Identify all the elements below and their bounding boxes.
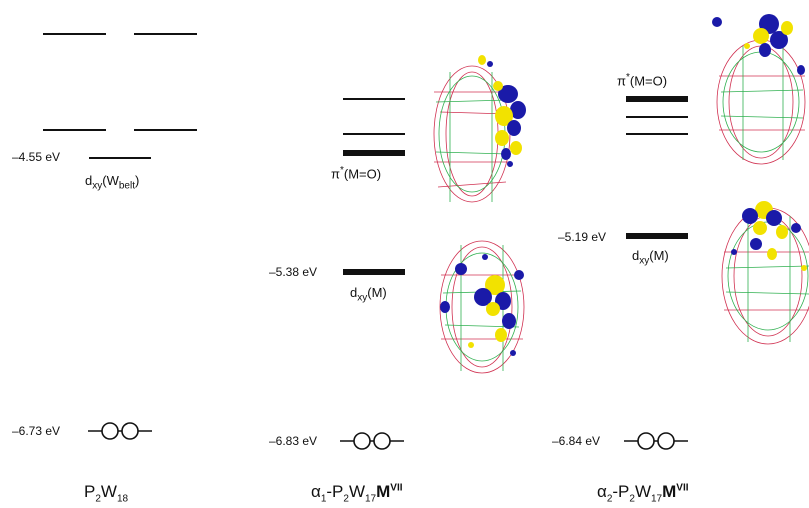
orbital-label-a2-dxy: dxy(M): [632, 248, 669, 267]
molecular-orbital-a1-dxy-image: [439, 240, 525, 374]
energy-level-mid-1b: [134, 129, 197, 131]
molecular-orbital-a1-pi-image: [433, 55, 526, 203]
molecular-orbital-a2-pi-image: [712, 14, 806, 165]
orbital-label-a2-pi: π*(M=O): [617, 72, 668, 89]
energy-level-a1-top: [343, 98, 405, 100]
molecular-orbital-a2-dxy-image: [721, 201, 809, 345]
energy-label-occupied-1: –6.73 eV: [12, 424, 61, 438]
energy-level-wbelt: [89, 157, 151, 159]
occupied-level-2: [340, 432, 404, 450]
energy-label-wbelt: –4.55 eV: [12, 150, 61, 164]
orbital-label-wbelt: dxy(Wbelt): [85, 173, 140, 192]
orbital-label-a1-pi: π*(M=O): [331, 165, 382, 182]
occupied-level-3: [624, 432, 688, 450]
energy-level-a2-pi: [626, 96, 688, 102]
orbital-label-a1-dxy: dxy(M): [350, 285, 387, 304]
energy-label-a1-dxy: –5.38 eV: [269, 265, 318, 279]
energy-level-a2-mid: [626, 116, 688, 118]
energy-level-a1-mid: [343, 133, 405, 135]
energy-label-occupied-3: –6.84 eV: [552, 434, 601, 448]
energy-level-upper-1b: [134, 33, 197, 35]
energy-level-upper-1a: [43, 33, 106, 35]
energy-level-a1-dxy: [343, 269, 405, 275]
column-title-alpha1: α1-P2W17MVII: [311, 482, 403, 505]
energy-level-mid-1a: [43, 129, 106, 131]
energy-level-a2-low: [626, 133, 688, 135]
energy-label-a2-dxy: –5.19 eV: [558, 230, 607, 244]
occupied-level-1: [88, 422, 152, 440]
energy-label-occupied-2: –6.83 eV: [269, 434, 318, 448]
energy-level-a2-dxy: [626, 233, 688, 239]
energy-level-a1-pi: [343, 150, 405, 156]
column-title-alpha2: α2-P2W17MVII: [597, 482, 689, 505]
column-title-p2w18: P2W18: [84, 482, 129, 505]
